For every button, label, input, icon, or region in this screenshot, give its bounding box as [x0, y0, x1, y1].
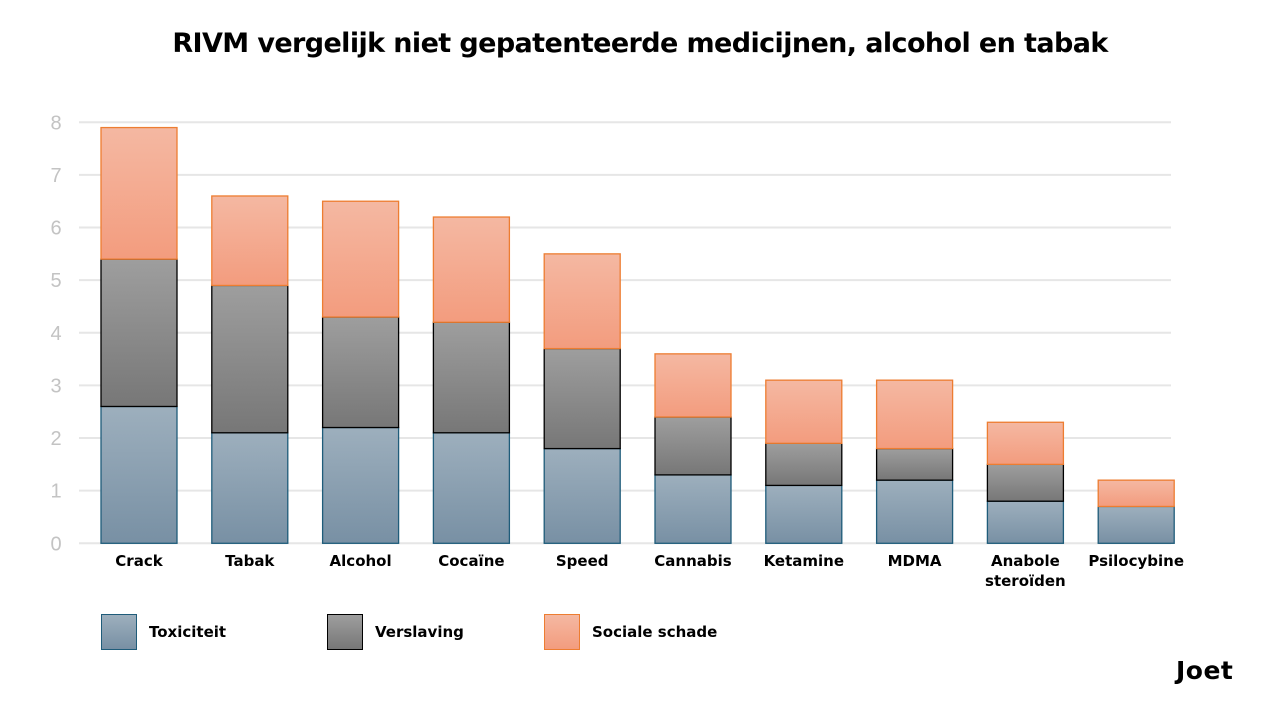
x-tick-label-line: Cannabis — [654, 552, 731, 570]
bar-segment-toxiciteit — [211, 432, 289, 544]
bar-segment-sociale-schade — [765, 379, 843, 444]
x-axis-labels: Crack Tabak Alcohol Cocaïne Speed Cannabis Ket… — [115, 552, 1184, 590]
y-tick-label: 8 — [50, 112, 61, 134]
legend-swatch-verslaving — [327, 614, 363, 650]
bar-segment-toxiciteit — [986, 500, 1065, 544]
bar-segment-toxiciteit — [875, 479, 954, 544]
x-tick-label-line: MDMA — [888, 552, 942, 570]
bar-segment-sociale-schade — [654, 353, 732, 418]
legend-swatch-sociale-schade — [544, 614, 580, 650]
y-tick-label: 0 — [50, 533, 61, 555]
legend-item-sociale-schade: Sociale schade — [544, 613, 717, 651]
bar-stack — [543, 253, 621, 544]
bar-segment-sociale-schade — [100, 126, 178, 260]
bar-segment-toxiciteit — [765, 484, 843, 544]
x-tick-label: Speed — [556, 552, 609, 570]
bar-segment-verslaving — [211, 284, 289, 434]
y-tick-label: 6 — [50, 218, 61, 240]
bar-segment-verslaving — [986, 463, 1065, 502]
chart-title: RIVM vergelijk niet gepatenteerde medici… — [172, 28, 1108, 59]
bar-stack — [211, 195, 289, 544]
bar-segment-sociale-schade — [321, 200, 400, 318]
bar-segment-sociale-schade — [1097, 479, 1175, 508]
legend-label-verslaving: Verslaving — [375, 623, 464, 641]
joet-logo: Joet — [1176, 656, 1234, 685]
bar-segment-verslaving — [100, 258, 178, 408]
legend-label-sociale-schade: Sociale schade — [592, 623, 718, 641]
bar-segment-verslaving — [321, 316, 400, 429]
x-tick-label: Psilocybine — [1088, 552, 1184, 570]
x-tick-label-line: Psilocybine — [1088, 552, 1184, 570]
bar-segment-toxiciteit — [1097, 505, 1175, 544]
bar-segment-sociale-schade — [986, 421, 1065, 466]
bar-stack — [654, 353, 732, 544]
x-tick-label-line: steroïden — [985, 572, 1066, 590]
bar-segment-sociale-schade — [543, 253, 621, 350]
legend-label-toxiciteit: Toxiciteit — [149, 623, 227, 641]
x-tick-label-line: Anabole — [991, 552, 1060, 570]
y-axis-ticks: 0 1 2 3 4 5 6 7 8 — [50, 112, 61, 555]
x-tick-label: Alcohol — [330, 552, 392, 570]
y-tick-label: 4 — [50, 323, 61, 345]
bar-stack — [432, 216, 511, 544]
x-tick-label-line: Crack — [115, 552, 163, 570]
x-tick-label: Cannabis — [654, 552, 731, 570]
x-tick-label-line: Tabak — [225, 552, 275, 570]
bars — [100, 126, 1175, 544]
bar-segment-toxiciteit — [100, 405, 178, 544]
legend-swatch-toxiciteit — [101, 614, 137, 650]
bar-segment-verslaving — [765, 442, 843, 487]
x-tick-label: Cocaïne — [438, 552, 504, 570]
bar-segment-verslaving — [654, 416, 732, 476]
y-tick-label: 7 — [50, 165, 61, 187]
x-tick-label-line: Cocaïne — [438, 552, 504, 570]
x-tick-label: Tabak — [225, 552, 275, 570]
y-tick-label: 1 — [50, 481, 61, 503]
bar-segment-sociale-schade — [432, 216, 511, 323]
bar-segment-verslaving — [875, 447, 954, 481]
bar-segment-toxiciteit — [432, 432, 511, 544]
y-tick-label: 2 — [50, 428, 61, 450]
x-tick-label: MDMA — [888, 552, 942, 570]
bar-segment-toxiciteit — [543, 447, 621, 544]
y-tick-label: 3 — [50, 375, 61, 397]
bar-segment-sociale-schade — [875, 379, 954, 450]
x-tick-label-line: Alcohol — [330, 552, 392, 570]
legend-item-toxiciteit: Toxiciteit — [101, 613, 226, 651]
legend-item-verslaving: Verslaving — [327, 613, 464, 651]
x-tick-label-line: Ketamine — [764, 552, 844, 570]
bar-stack — [1097, 479, 1175, 544]
bar-segment-verslaving — [543, 347, 621, 450]
bar-stack — [321, 200, 400, 544]
x-tick-label: Crack — [115, 552, 163, 570]
y-tick-label: 5 — [50, 270, 61, 292]
x-tick-label: Ketamine — [764, 552, 844, 570]
bar-stack — [875, 379, 954, 544]
bar-segment-toxiciteit — [321, 426, 400, 544]
bar-stack — [986, 421, 1065, 544]
bar-stack — [765, 379, 843, 544]
x-tick-label-line: Speed — [556, 552, 609, 570]
bar-segment-sociale-schade — [211, 195, 289, 287]
bar-stack — [100, 126, 178, 544]
bar-segment-toxiciteit — [654, 474, 732, 544]
x-tick-label: Anabole steroïden — [985, 552, 1066, 590]
bar-segment-verslaving — [432, 321, 511, 434]
